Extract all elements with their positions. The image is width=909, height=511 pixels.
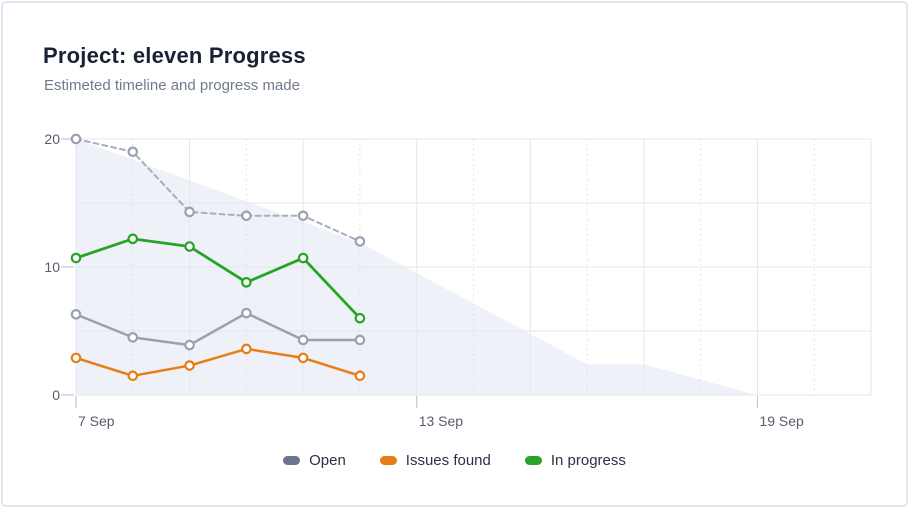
series-marker-open[interactable] xyxy=(184,339,195,351)
chart-legend: Open Issues found In progress xyxy=(3,452,906,469)
legend-swatch-open xyxy=(283,456,301,465)
legend-label: In progress xyxy=(550,452,626,469)
series-line-in-progress xyxy=(74,237,362,320)
legend-label: Open xyxy=(309,452,346,469)
series-marker-estimate[interactable] xyxy=(70,133,82,145)
y-axis-label: 10 xyxy=(44,259,60,275)
series-marker-open[interactable] xyxy=(241,307,252,319)
legend-swatch-issues-found xyxy=(379,456,397,465)
y-axis-label: 20 xyxy=(44,131,60,147)
legend-swatch-in-progress xyxy=(524,456,542,465)
burndown-chart: 0 10 20 7 Sep 13 Sep 19 Sep xyxy=(44,131,872,429)
x-axis-label: 13 Sep xyxy=(419,413,464,429)
series-marker-in-progress[interactable] xyxy=(184,241,195,252)
series-marker-estimate[interactable] xyxy=(241,210,252,222)
series-marker-issues-found[interactable] xyxy=(127,370,139,382)
series-marker-in-progress[interactable] xyxy=(241,277,252,288)
series-marker-in-progress[interactable] xyxy=(70,252,82,264)
series-marker-open[interactable] xyxy=(70,309,82,320)
series-marker-estimate[interactable] xyxy=(297,210,309,222)
legend-label: Issues found xyxy=(405,452,491,469)
series-line-open xyxy=(74,311,362,347)
series-marker-open[interactable] xyxy=(127,332,139,343)
series-marker-estimate[interactable] xyxy=(127,146,139,158)
page-subtitle: Estimeted timeline and progress made xyxy=(44,77,300,94)
legend-item-open[interactable]: Open xyxy=(283,452,346,469)
series-marker-estimate[interactable] xyxy=(184,206,195,218)
series-line-issues-found xyxy=(74,347,362,378)
y-axis-label: 0 xyxy=(52,387,60,403)
series-marker-in-progress[interactable] xyxy=(354,312,366,324)
series-marker-issues-found[interactable] xyxy=(354,370,366,382)
series-marker-in-progress[interactable] xyxy=(127,233,139,245)
x-axis-label: 19 Sep xyxy=(759,413,804,429)
series-marker-estimate[interactable] xyxy=(354,236,366,247)
legend-item-issues-found[interactable]: Issues found xyxy=(379,452,491,469)
series-marker-issues-found[interactable] xyxy=(297,352,309,364)
series-marker-issues-found[interactable] xyxy=(184,360,195,371)
series-line-estimate xyxy=(75,138,361,243)
series-marker-open[interactable] xyxy=(354,334,366,346)
series-marker-in-progress[interactable] xyxy=(297,252,309,264)
legend-item-in-progress[interactable]: In progress xyxy=(524,452,626,469)
page-title: Project: eleven Progress xyxy=(43,43,306,68)
series-marker-issues-found[interactable] xyxy=(70,352,82,364)
series-marker-issues-found[interactable] xyxy=(241,343,252,355)
series-marker-open[interactable] xyxy=(297,334,309,346)
x-axis-label: 7 Sep xyxy=(78,413,115,429)
